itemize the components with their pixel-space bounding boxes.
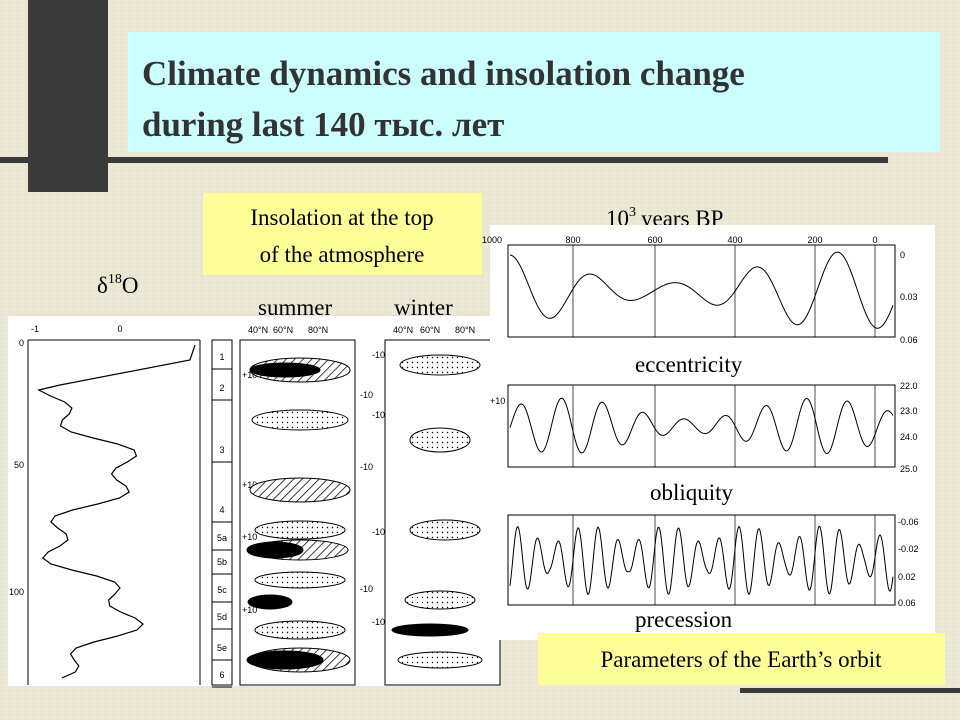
tick-label: -0.06: [898, 517, 919, 527]
tick-label: 5d: [217, 612, 227, 622]
summer-panel: [239, 339, 356, 686]
tick-label: 2: [219, 383, 224, 393]
tick-label: 23.0: [900, 406, 918, 416]
tick-label: -10: [372, 617, 385, 627]
tick-label: -1: [31, 324, 39, 334]
contour: [246, 541, 304, 559]
tick-label: 0.06: [898, 598, 916, 608]
tick-label: 80°N: [455, 325, 475, 335]
tick-label: 100: [9, 587, 24, 597]
tick-label: 400: [727, 235, 742, 245]
tick-label: 5b: [217, 557, 227, 567]
tick-label: 0: [900, 250, 905, 260]
label: of the atmosphere: [260, 242, 425, 267]
tick-label: -10: [360, 390, 373, 400]
right-figure: [490, 225, 935, 640]
tick-label: 40°N: [248, 325, 268, 335]
contour: [254, 620, 346, 640]
contour: [251, 409, 349, 431]
tick-label: -10: [372, 527, 385, 537]
tick-label: 80°N: [308, 325, 328, 335]
tick-label: -10: [372, 350, 385, 360]
eccentricity-panel: [507, 244, 896, 338]
tick-label: 4: [219, 505, 224, 515]
label: 3: [629, 205, 636, 220]
label: O: [122, 273, 139, 298]
tick-label: 60°N: [420, 325, 440, 335]
accent-line-bottom: [740, 688, 960, 693]
tick-label: 1000: [482, 235, 502, 245]
tick-label: -10: [360, 462, 373, 472]
tick-label: 5c: [217, 585, 227, 595]
tick-label: 0.06: [900, 335, 918, 345]
tick-label: 0.02: [898, 572, 916, 582]
contour: [246, 650, 324, 670]
tick-label: +10: [242, 480, 257, 490]
contour: [409, 519, 481, 541]
precession-panel: [507, 514, 896, 606]
label: precession: [635, 607, 733, 632]
tick-label: 25.0: [900, 464, 918, 474]
contour: [247, 594, 293, 610]
contour: [399, 354, 481, 376]
tick-label: -0.02: [898, 544, 919, 554]
title: Climate dynamics and insolation change: [142, 54, 745, 93]
accent-bar: [28, 0, 108, 192]
orbit-curve: [509, 525, 894, 596]
obliquity-panel: [507, 384, 896, 468]
tick-label: 0: [117, 324, 122, 334]
tick-label: 3: [219, 445, 224, 455]
label: obliquity: [650, 480, 734, 505]
figure-panel: [490, 225, 935, 640]
label: 10: [606, 206, 629, 231]
tick-label: 600: [647, 235, 662, 245]
tick-label: +10: [490, 396, 505, 406]
tick-label: 5a: [217, 533, 227, 543]
tick-label: 0: [19, 338, 24, 348]
tick-label: -10: [372, 410, 385, 420]
tick-label: 800: [565, 235, 580, 245]
tick-label: 60°N: [273, 325, 293, 335]
tick-label: 50: [14, 460, 24, 470]
label: δ: [97, 273, 108, 298]
orbit-curve: [509, 251, 894, 329]
tick-label: 22.0: [900, 381, 918, 391]
label: Insolation at the top: [250, 205, 433, 230]
tick-label: 200: [807, 235, 822, 245]
tick-label: 0.03: [900, 292, 918, 302]
label: Parameters of the Earth’s orbit: [600, 647, 882, 672]
contour: [397, 651, 483, 669]
d18o-curve: [36, 344, 196, 679]
accent-line: [0, 157, 888, 163]
contour: [249, 477, 351, 503]
contour: [391, 623, 469, 637]
contour: [249, 362, 321, 378]
tick-label: -10: [360, 584, 373, 594]
tick-label: 24.0: [900, 432, 918, 442]
label: winter: [394, 295, 453, 320]
contour: [404, 590, 476, 610]
label-box: [203, 193, 482, 275]
tick-label: 40°N: [393, 325, 413, 335]
orbit-curve: [509, 397, 894, 455]
tick-label: +10: [242, 370, 257, 380]
label: 18: [108, 272, 122, 287]
label: δ18O: [97, 272, 138, 298]
contour: [409, 427, 471, 453]
label-box: [538, 633, 945, 685]
label: summer: [258, 295, 332, 320]
contour: [254, 571, 346, 589]
tick-label: 0: [872, 235, 877, 245]
stage-column: [211, 339, 233, 686]
title: during last 140 тыс. лет: [142, 105, 504, 144]
tick-label: 6: [219, 670, 224, 680]
contour: [254, 520, 346, 540]
title-box: [128, 32, 940, 152]
tick-label: +10: [242, 605, 257, 615]
tick-label: 5e: [217, 643, 227, 653]
tick-label: 1: [219, 352, 224, 362]
label: eccentricity: [635, 352, 743, 377]
tick-label: +10: [242, 532, 257, 542]
